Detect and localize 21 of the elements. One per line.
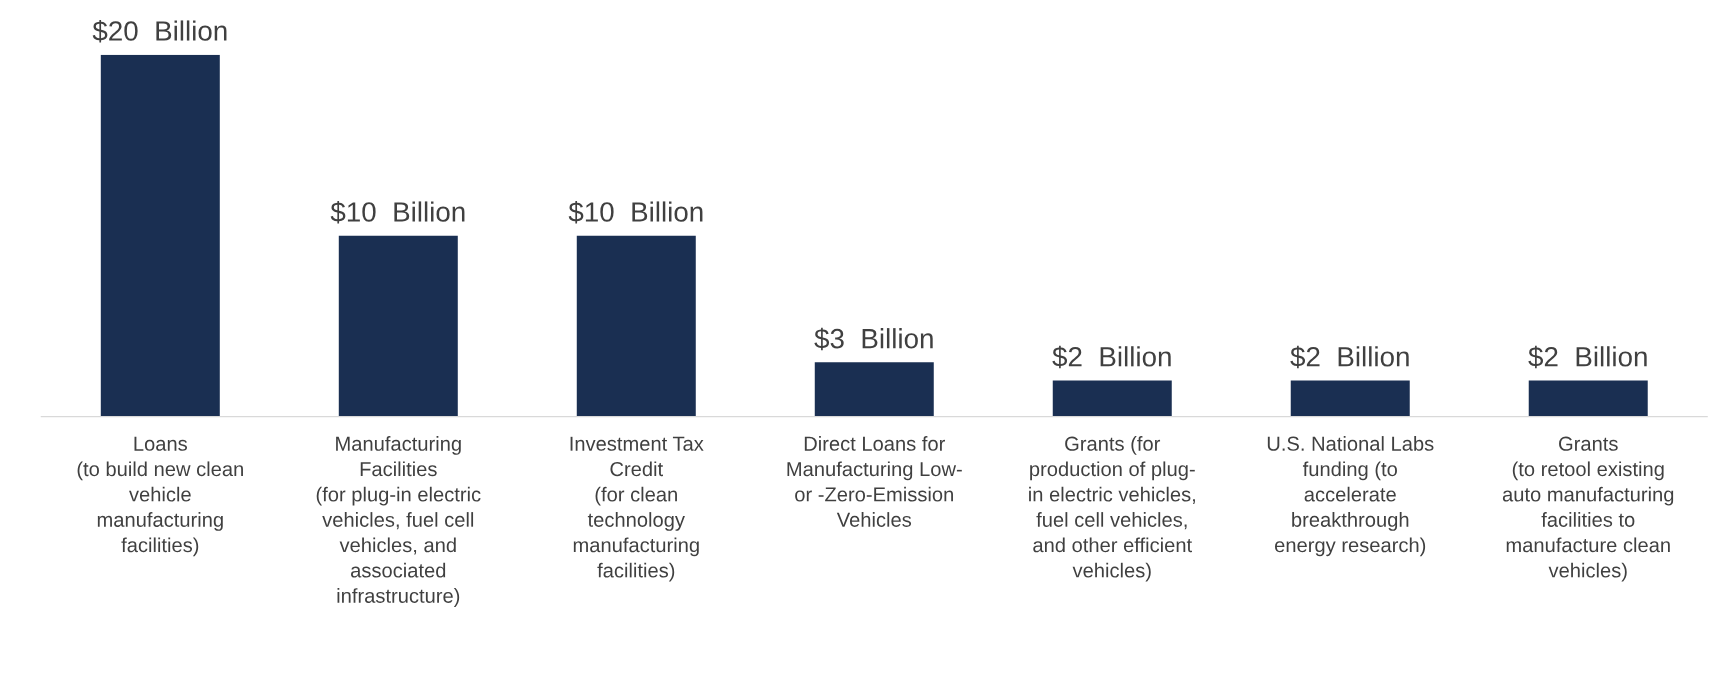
bar bbox=[1290, 380, 1410, 417]
bar bbox=[100, 54, 220, 417]
data-label: $3 Billion bbox=[814, 327, 933, 351]
data-label: $10 Billion bbox=[568, 200, 703, 224]
bar bbox=[1052, 380, 1172, 417]
x-tick-label: Manufacturing Facilities (for plug-in electric vehicles, fuel cell vehicles, and associated infrastructure) bbox=[316, 436, 481, 607]
x-tick-label: Investment Tax Credit (for clean technology manufacturing facilities) bbox=[570, 436, 704, 582]
data-label: $20 Billion bbox=[92, 19, 227, 43]
data-label: $2 Billion bbox=[1052, 345, 1171, 369]
data-label: $10 Billion bbox=[330, 200, 465, 224]
bar bbox=[576, 235, 696, 417]
x-tick-label: Loans (to build new clean vehicle manufacturing facilities) bbox=[77, 436, 243, 557]
data-label: $2 Billion bbox=[1528, 345, 1647, 369]
x-tick-label: Direct Loans for Manufacturing Low- or -Zero-Emission Vehicles bbox=[787, 436, 962, 527]
x-tick-label: Grants (for production of plug- in electric vehicles, fuel cell vehicles, and other efficient vehicles) bbox=[1029, 436, 1195, 582]
data-label: $2 Billion bbox=[1290, 345, 1409, 369]
x-tick-label: Grants (to retool existing auto manufacturing facilities to manufacture clean vehicles) bbox=[1502, 436, 1674, 582]
bar bbox=[1528, 380, 1648, 417]
bar bbox=[814, 362, 934, 417]
x-tick-label: U.S. National Labs funding (to accelerate breakthrough energy research) bbox=[1267, 436, 1434, 557]
bar bbox=[338, 235, 458, 417]
